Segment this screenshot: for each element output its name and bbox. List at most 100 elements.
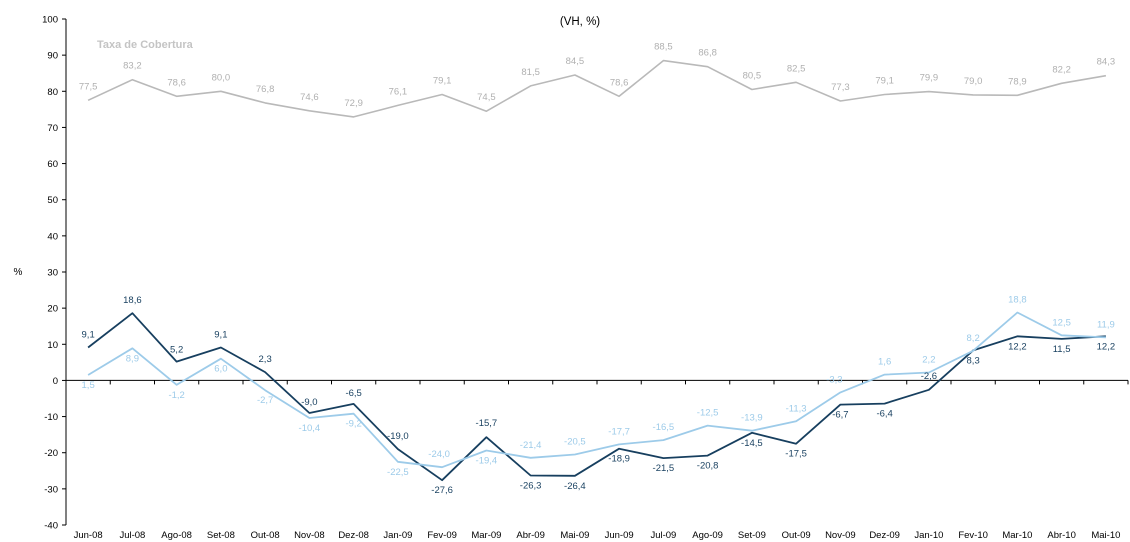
data-label: -27,6 xyxy=(431,485,453,496)
y-tick-label: 0 xyxy=(53,376,58,387)
x-tick-label: Mar-10 xyxy=(1002,530,1032,541)
x-tick-label: Ago-08 xyxy=(161,530,192,541)
data-label: 1,6 xyxy=(878,357,891,368)
data-label: 9,1 xyxy=(82,330,95,341)
x-tick-label: Mar-09 xyxy=(471,530,501,541)
data-label: -22,5 xyxy=(387,467,409,478)
y-tick-label: 20 xyxy=(47,304,58,315)
y-tick-label: 80 xyxy=(47,87,58,98)
data-label: 77,5 xyxy=(79,81,98,92)
data-label: 72,9 xyxy=(344,98,363,109)
data-label: 79,1 xyxy=(875,76,894,87)
x-tick-label: Set-09 xyxy=(738,530,766,541)
x-tick-label: Fev-09 xyxy=(427,530,457,541)
x-tick-label: Nov-08 xyxy=(294,530,325,541)
data-label: -12,5 xyxy=(697,408,719,419)
chart-annotation: Taxa de Cobertura xyxy=(97,39,194,51)
x-tick-label: Out-08 xyxy=(251,530,280,541)
data-label: -24,0 xyxy=(428,449,450,460)
data-label: 78,9 xyxy=(1008,76,1027,87)
data-label: -6,7 xyxy=(832,410,848,421)
data-label: -21,4 xyxy=(520,440,542,451)
data-label: 82,5 xyxy=(787,63,806,74)
data-label: 12,2 xyxy=(1008,341,1027,352)
y-tick-label: -40 xyxy=(44,521,58,532)
y-tick-label: 70 xyxy=(47,123,58,134)
data-label: 5,2 xyxy=(170,345,183,356)
y-tick-label: 60 xyxy=(47,159,58,170)
x-tick-label: Mai-09 xyxy=(560,530,589,541)
data-label-layer: 77,5 83,2 78,6 80,0 76,8 74,6 72,9 76,1 79,1 74,5… xyxy=(79,42,1115,497)
data-label: 78,6 xyxy=(610,77,629,88)
x-tick-label: Out-09 xyxy=(782,530,811,541)
data-label: 81,5 xyxy=(521,67,540,78)
data-label: 77,3 xyxy=(831,82,850,93)
data-label: -6,5 xyxy=(345,388,361,399)
x-tick-label: Jan-10 xyxy=(914,530,943,541)
data-label: -18,9 xyxy=(608,454,630,465)
y-tick-label: 90 xyxy=(47,51,58,62)
series-line-0 xyxy=(87,59,1107,118)
chart-subtitle: (VH, %) xyxy=(560,16,600,28)
series-layer xyxy=(87,59,1107,482)
data-label: 79,9 xyxy=(920,73,939,84)
data-label: -11,3 xyxy=(786,403,807,414)
data-label: -17,5 xyxy=(785,449,807,460)
data-label: -1,2 xyxy=(168,390,184,401)
data-label: -19,0 xyxy=(387,431,409,442)
data-label: -20,8 xyxy=(697,461,719,472)
data-label: 84,5 xyxy=(566,56,585,67)
data-label: 18,6 xyxy=(123,295,142,306)
data-label: 86,8 xyxy=(698,48,717,59)
data-label: 8,3 xyxy=(967,355,980,366)
data-label: 80,0 xyxy=(212,72,231,83)
y-tick-label: 100 xyxy=(42,15,58,26)
x-tick-label: Jun-09 xyxy=(605,530,634,541)
data-label: -26,3 xyxy=(520,480,542,491)
data-label: 9,1 xyxy=(214,330,227,341)
data-label: -26,4 xyxy=(564,481,586,492)
data-label: 88,5 xyxy=(654,42,673,53)
data-label: 6,0 xyxy=(214,364,227,375)
data-label: -3,3 xyxy=(826,374,842,385)
data-label: 2,3 xyxy=(259,354,272,365)
data-label: 12,5 xyxy=(1052,317,1071,328)
data-label: 2,2 xyxy=(922,354,935,365)
data-label: -2,7 xyxy=(257,395,273,406)
y-tick-label: 40 xyxy=(47,231,58,242)
x-tick-label: Jul-08 xyxy=(119,530,145,541)
data-label: 82,2 xyxy=(1052,64,1071,75)
axes: -40 -30 -20 -10 0 10 20 30 40 50 60 70 80 90 100 Jun-08… xyxy=(42,15,1129,541)
data-label: -13,9 xyxy=(741,413,763,424)
x-tick-label: Abr-10 xyxy=(1047,530,1076,541)
x-tick-label: Fev-10 xyxy=(958,530,988,541)
data-label: 74,6 xyxy=(300,92,319,103)
data-label: -10,4 xyxy=(299,423,321,434)
x-tick-label: Nov-09 xyxy=(825,530,856,541)
y-tick-label: -30 xyxy=(44,484,58,495)
data-label: -16,5 xyxy=(653,422,675,433)
data-label: 18,8 xyxy=(1008,294,1027,305)
x-tick-label: Set-08 xyxy=(207,530,235,541)
data-label: -6,4 xyxy=(876,409,892,420)
data-label: -20,5 xyxy=(564,437,586,448)
data-label: -21,5 xyxy=(653,463,675,474)
data-label: -17,7 xyxy=(608,426,630,437)
x-tick-label: Jul-09 xyxy=(650,530,676,541)
y-tick-label: 30 xyxy=(47,268,58,279)
x-tick-label: Abr-09 xyxy=(516,530,545,541)
x-tick-label: Dez-08 xyxy=(338,530,369,541)
y-tick-label: -20 xyxy=(44,448,58,459)
data-label: -9,2 xyxy=(345,419,361,430)
data-label: 11,9 xyxy=(1097,319,1115,330)
data-label: 8,9 xyxy=(126,353,139,364)
data-label: -9,0 xyxy=(301,397,317,408)
y-tick-label: 10 xyxy=(47,340,58,351)
y-tick-label: 50 xyxy=(47,195,58,206)
data-label: 11,5 xyxy=(1053,344,1071,355)
data-label: 83,2 xyxy=(123,61,142,72)
x-tick-label: Dez-09 xyxy=(869,530,900,541)
data-label: 76,1 xyxy=(389,86,408,97)
data-label: -14,5 xyxy=(741,438,763,449)
